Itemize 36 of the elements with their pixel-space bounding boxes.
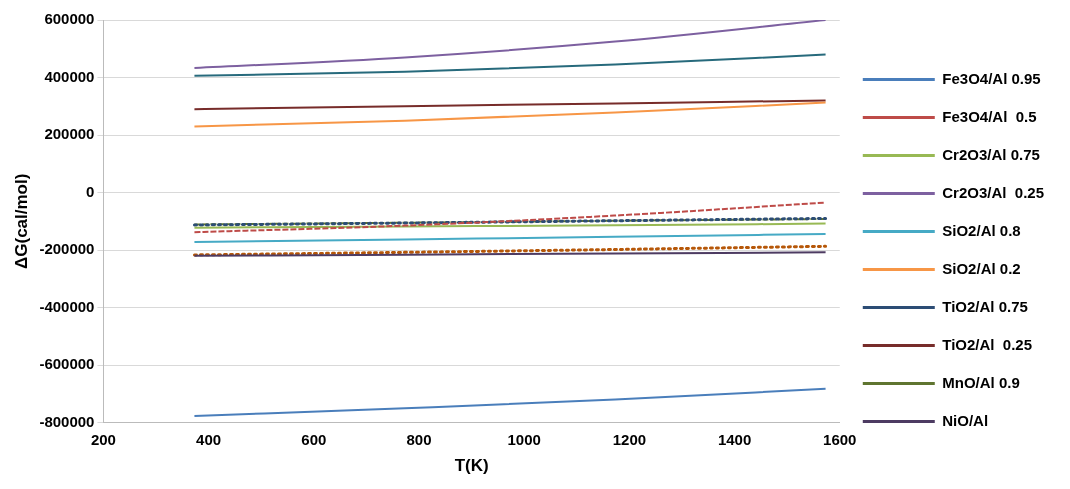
legend-label: Fe3O4/Al 0.95	[942, 69, 1041, 87]
line-series	[193, 201, 827, 234]
legend-label: MnO/Al 0.9	[942, 373, 1020, 391]
y-tick-label: 0	[86, 182, 95, 200]
y-tick-label: -600000	[39, 355, 95, 373]
legend-label: NiO/Al	[942, 411, 989, 429]
line-series	[193, 232, 827, 244]
legend-label: TiO2/Al 0.25	[942, 335, 1033, 353]
legend-label: Fe3O4/Al 0.5	[942, 107, 1037, 125]
line-series	[193, 99, 827, 111]
line-series	[193, 101, 827, 128]
x-tick-label: 1600	[823, 430, 857, 448]
legend-label: Cr2O3/Al 0.25	[942, 183, 1044, 201]
x-tick-label: 1000	[507, 430, 541, 448]
y-tick-label: 400000	[44, 67, 95, 85]
y-tick-label: 600000	[44, 10, 95, 28]
y-tick-label: 200000	[44, 125, 95, 143]
x-tick-label: 1200	[612, 430, 647, 448]
line-series	[193, 53, 827, 77]
legend-label: Cr2O3/Al 0.75	[942, 145, 1040, 163]
x-tick-label: 200	[90, 430, 116, 448]
y-tick-label: -400000	[39, 297, 95, 315]
x-axis-title: T(K)	[454, 456, 489, 476]
legend-label: SiO2/Al 0.2	[942, 259, 1021, 277]
line-series	[193, 387, 827, 417]
y-tick-label: -800000	[39, 412, 95, 430]
x-tick-label: 1400	[717, 430, 752, 448]
x-tick-label: 400	[196, 430, 222, 448]
legend-label: TiO2/Al 0.75	[942, 297, 1028, 315]
x-tick-label: 800	[406, 430, 432, 448]
line-series	[193, 20, 827, 70]
legend-label: SiO2/Al 0.8	[942, 221, 1021, 239]
line-series	[192, 244, 828, 257]
y-tick-label: -200000	[39, 240, 95, 258]
y-axis-title: ΔG(cal/mol)	[11, 173, 31, 269]
x-tick-label: 600	[301, 430, 327, 448]
